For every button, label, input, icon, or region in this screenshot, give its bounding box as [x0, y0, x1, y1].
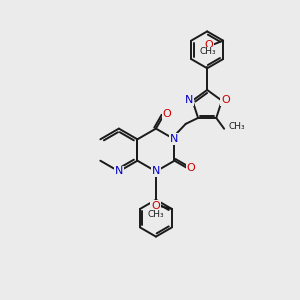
Text: O: O — [151, 201, 160, 211]
Text: O: O — [221, 95, 230, 105]
Text: O: O — [187, 163, 196, 173]
Text: CH₃: CH₃ — [200, 47, 217, 56]
Text: CH₃: CH₃ — [147, 210, 164, 219]
Text: N: N — [185, 95, 193, 105]
Text: O: O — [163, 109, 172, 119]
Text: O: O — [204, 40, 213, 50]
Text: N: N — [152, 167, 160, 176]
Text: N: N — [170, 134, 179, 144]
Text: N: N — [115, 167, 123, 176]
Text: CH₃: CH₃ — [229, 122, 245, 131]
